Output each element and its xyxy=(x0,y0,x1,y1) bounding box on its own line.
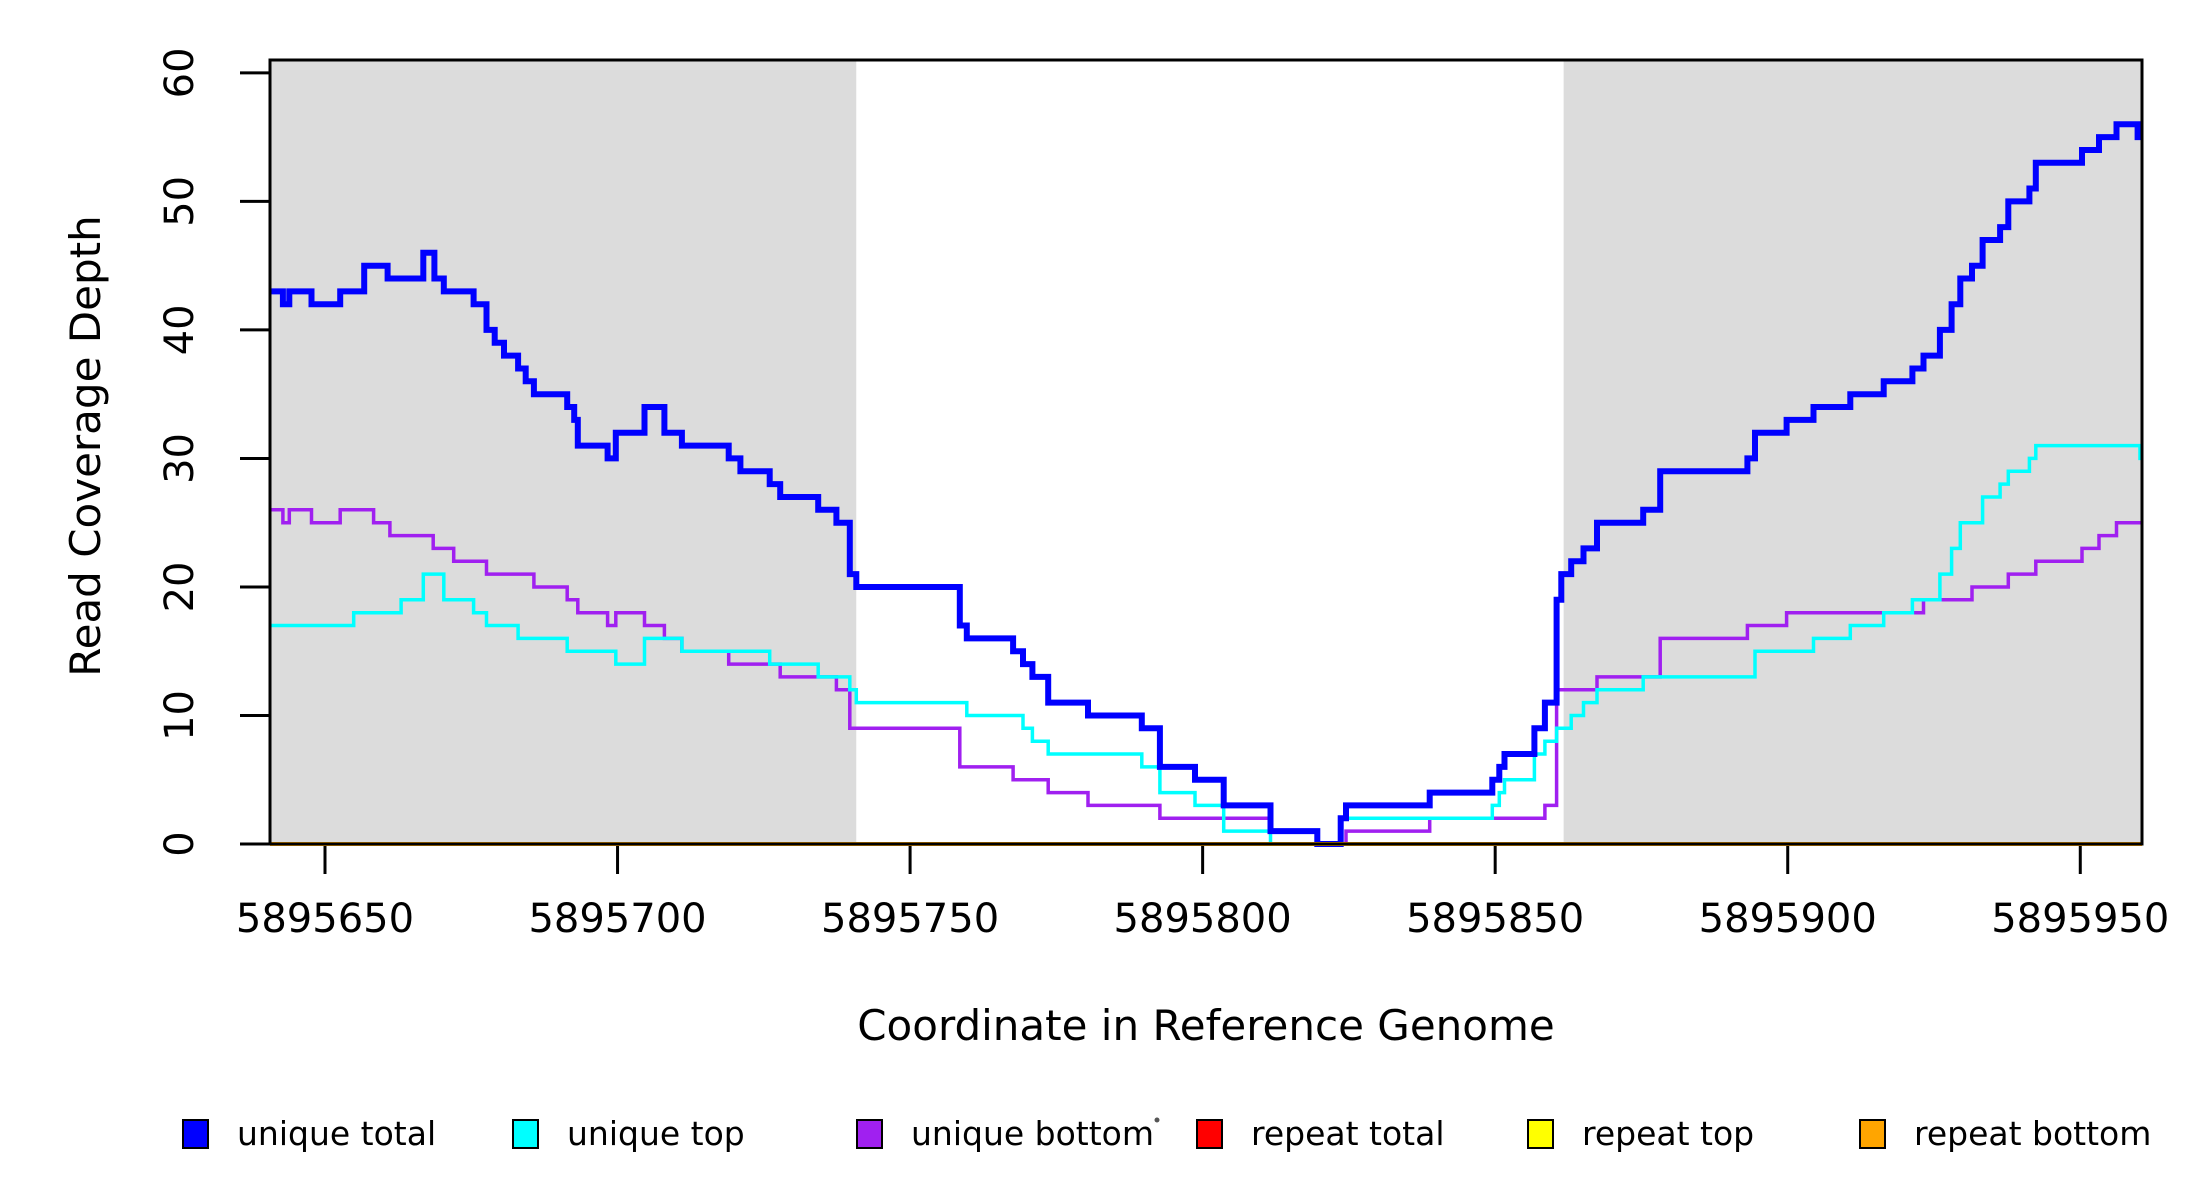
y-axis-tick-label: 0 xyxy=(157,831,203,856)
legend-label-repeat-total: repeat total xyxy=(1251,1114,1445,1153)
x-axis-tick-label: 5895900 xyxy=(1699,896,1877,942)
y-axis-tick-label: 50 xyxy=(157,176,203,227)
legend-swatch-unique-bottom xyxy=(856,1119,883,1149)
plot-border xyxy=(268,58,2144,846)
x-axis-title: Coordinate in Reference Genome xyxy=(857,1001,1555,1050)
y-axis-tick-label: 30 xyxy=(157,433,203,484)
y-axis-tick-label: 40 xyxy=(157,304,203,355)
legend-label-repeat-top: repeat top xyxy=(1582,1114,1754,1153)
series-line-unique-bottom xyxy=(270,508,2142,846)
legend-label-unique-total: unique total xyxy=(237,1114,436,1153)
legend-swatch-repeat-top xyxy=(1527,1119,1554,1149)
x-axis-tick-label: 5895750 xyxy=(821,896,999,942)
right-repeat-region xyxy=(1563,60,2142,844)
y-axis-tick-label: 10 xyxy=(157,690,203,741)
plot-area: 5895650 5895700 5895750 5895800 5895850 58959… xyxy=(157,47,2169,942)
x-axis-tick-label: 5895800 xyxy=(1114,896,1292,942)
series-line-unique-total xyxy=(270,121,2142,847)
artifact-dot xyxy=(1154,1117,1160,1123)
x-axis-tick-label: 5895950 xyxy=(1991,896,2169,942)
y-axis-tick-label: 20 xyxy=(157,562,203,613)
left-repeat-region xyxy=(270,60,857,844)
legend: unique total unique top unique bottom repea… xyxy=(182,1114,2151,1153)
legend-swatch-repeat-total xyxy=(1196,1119,1223,1149)
x-axis-tick-label: 5895650 xyxy=(236,896,414,942)
legend-label-unique-top: unique top xyxy=(567,1114,745,1153)
y-axis-title: Read Coverage Depth xyxy=(61,215,110,676)
legend-swatch-repeat-bottom xyxy=(1859,1119,1886,1149)
x-axis-tick-label: 5895850 xyxy=(1406,896,1584,942)
legend-swatch-unique-total xyxy=(182,1119,209,1149)
x-axis-tick-label: 5895700 xyxy=(528,896,706,942)
legend-swatch-unique-top xyxy=(512,1119,539,1149)
legend-label-unique-bottom: unique bottom xyxy=(911,1114,1154,1153)
y-axis-tick-label: 60 xyxy=(157,47,203,98)
legend-label-repeat-bottom: repeat bottom xyxy=(1914,1114,2151,1153)
